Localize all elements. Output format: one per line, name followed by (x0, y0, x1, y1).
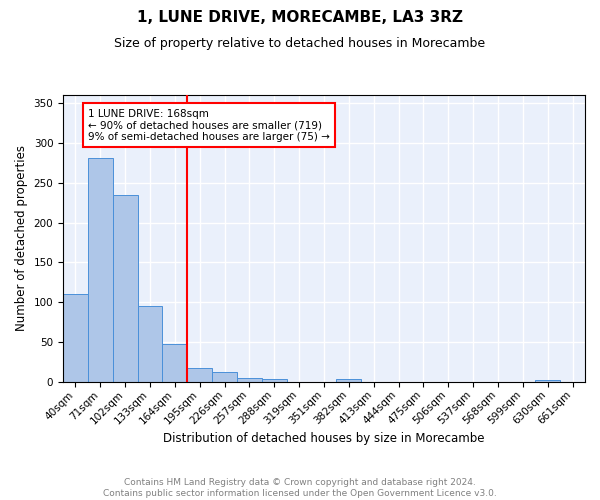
Bar (535, 380, 560, 382)
Bar (163, 344, 187, 382)
Bar (237, 378, 262, 382)
Bar (113, 196, 137, 382)
Y-axis label: Number of detached properties: Number of detached properties (15, 146, 28, 332)
Bar (212, 372, 237, 382)
Bar (337, 379, 361, 382)
Text: 1 LUNE DRIVE: 168sqm
← 90% of detached houses are smaller (719)
9% of semi-detac: 1 LUNE DRIVE: 168sqm ← 90% of detached h… (88, 108, 330, 142)
Text: Contains HM Land Registry data © Crown copyright and database right 2024.
Contai: Contains HM Land Registry data © Crown c… (103, 478, 497, 498)
Bar (137, 306, 163, 382)
Bar (88, 158, 113, 382)
Text: Size of property relative to detached houses in Morecambe: Size of property relative to detached ho… (115, 38, 485, 51)
Bar (63, 294, 88, 382)
Bar (187, 368, 212, 382)
Bar (262, 379, 287, 382)
Text: 1, LUNE DRIVE, MORECAMBE, LA3 3RZ: 1, LUNE DRIVE, MORECAMBE, LA3 3RZ (137, 10, 463, 25)
X-axis label: Distribution of detached houses by size in Morecambe: Distribution of detached houses by size … (163, 432, 485, 445)
